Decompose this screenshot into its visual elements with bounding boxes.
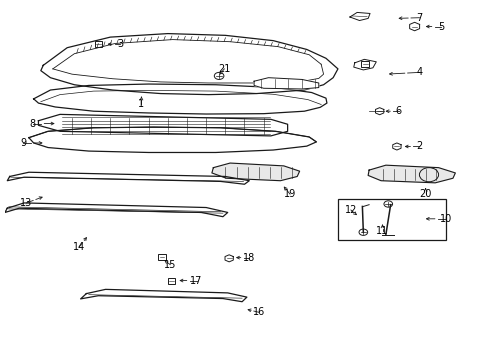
Text: 1: 1 xyxy=(138,99,144,109)
Text: 2: 2 xyxy=(415,141,422,152)
Text: 8: 8 xyxy=(30,118,36,129)
Polygon shape xyxy=(211,163,299,181)
Bar xyxy=(158,254,165,260)
Text: 11: 11 xyxy=(376,226,388,236)
Bar xyxy=(94,41,102,47)
Text: 3: 3 xyxy=(117,39,122,49)
Bar xyxy=(361,62,368,67)
Text: 9: 9 xyxy=(20,138,26,148)
Text: 10: 10 xyxy=(439,214,451,224)
Text: 6: 6 xyxy=(395,106,401,116)
Polygon shape xyxy=(254,78,318,89)
Text: 4: 4 xyxy=(415,67,422,77)
Bar xyxy=(167,278,175,284)
Text: 19: 19 xyxy=(284,189,296,199)
Polygon shape xyxy=(34,84,326,114)
Text: 15: 15 xyxy=(163,260,176,270)
Polygon shape xyxy=(7,172,249,184)
Text: 20: 20 xyxy=(419,189,431,199)
Text: 13: 13 xyxy=(20,198,33,208)
Polygon shape xyxy=(39,114,287,136)
Text: 14: 14 xyxy=(73,242,85,252)
Text: 21: 21 xyxy=(218,64,230,74)
Text: 18: 18 xyxy=(243,253,255,262)
Text: 7: 7 xyxy=(415,13,422,23)
Text: 12: 12 xyxy=(344,205,356,215)
Text: 5: 5 xyxy=(437,22,443,32)
Polygon shape xyxy=(367,165,454,183)
Text: 16: 16 xyxy=(252,307,264,317)
Polygon shape xyxy=(81,289,246,302)
Polygon shape xyxy=(41,33,337,95)
Bar xyxy=(337,199,445,240)
Text: 17: 17 xyxy=(190,275,203,285)
Polygon shape xyxy=(29,127,316,153)
Polygon shape xyxy=(5,203,227,217)
